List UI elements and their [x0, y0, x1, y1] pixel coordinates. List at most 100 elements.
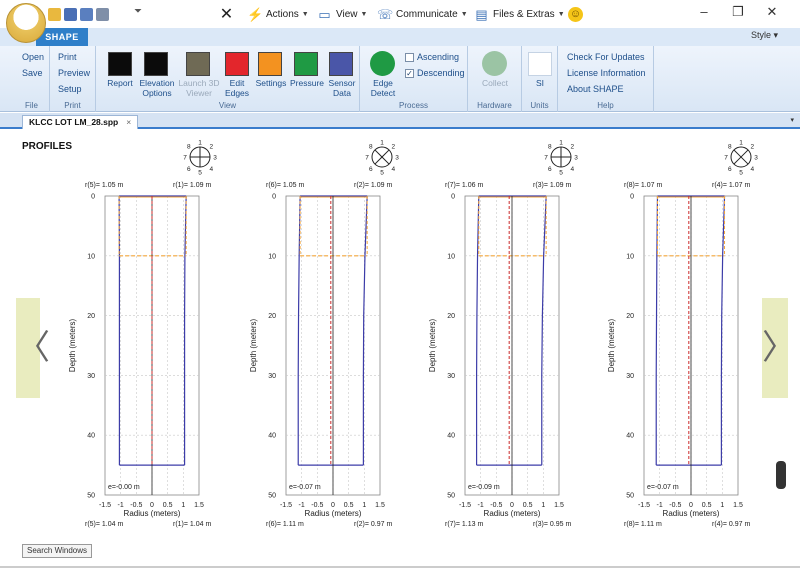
x-tick-label: 1.5	[375, 502, 385, 509]
settings-label: Settings	[255, 78, 287, 88]
group-process: Process	[360, 46, 468, 112]
profile-chart-3: -1.5 -1 -0.5 0 0.5 1 1.5 0 10 20 30 40 50 Radius (met…	[428, 140, 578, 529]
quick-access-toolbar	[48, 8, 109, 21]
pressure-button[interactable]	[294, 52, 318, 76]
bottom-right-radius-label: r(4)= 0.97 m	[712, 521, 750, 528]
y-tick-label: 40	[268, 433, 276, 440]
edge-detect-label: Edge Detect	[370, 78, 396, 98]
customize-qat-button[interactable]: ⏷	[134, 6, 142, 17]
x-tick-label: -1.5	[280, 502, 292, 509]
close-file-button[interactable]: ✕	[219, 4, 238, 24]
settings-button[interactable]	[258, 52, 282, 76]
elevation-options-button[interactable]	[144, 52, 168, 76]
group-help-label: Help	[597, 101, 614, 110]
phone-icon: ☏	[377, 6, 394, 22]
smiley-button[interactable]: ☺	[568, 4, 587, 24]
x-tick-label: -1	[118, 502, 124, 509]
y-tick-label: 40	[447, 433, 455, 440]
menu-view[interactable]: ▭ View ▼	[317, 4, 367, 24]
y-tick-label: 10	[447, 253, 455, 260]
minimize-button[interactable]: –	[700, 4, 708, 19]
menu-actions[interactable]: ⚡ Actions ▼	[247, 4, 309, 24]
compass-sensor-number: 8	[187, 143, 191, 150]
print-button[interactable]: Print	[58, 52, 77, 62]
collect-button[interactable]	[482, 51, 507, 76]
about-shape-link[interactable]: About SHAPE	[567, 84, 624, 94]
units-si-button[interactable]	[528, 52, 552, 76]
x-tick-label: -0.5	[490, 502, 502, 509]
pressure-label: Pressure	[289, 78, 324, 88]
license-information-link[interactable]: License Information	[567, 68, 646, 78]
descending-checkbox[interactable]: ✓	[405, 69, 414, 78]
sensor-data-button[interactable]	[329, 52, 353, 76]
x-tick-label: 1.5	[733, 502, 743, 509]
compass-sensor-number: 5	[380, 170, 384, 177]
smiley-icon: ☺	[568, 6, 583, 22]
compass-sensor-number: 5	[739, 170, 743, 177]
eccentricity-label: e=-0.07 m	[647, 484, 679, 491]
open-button[interactable]: Open	[22, 52, 45, 62]
right-wall-profile	[183, 195, 187, 466]
compass-sensor-number: 4	[209, 166, 213, 173]
compass-sensor-number: 3	[395, 155, 399, 162]
y-tick-label: 50	[447, 493, 455, 500]
previous-page-button[interactable]: 〈	[16, 298, 50, 398]
application-orb-button[interactable]	[6, 3, 46, 43]
document-tab[interactable]: KLCC LOT LM_28.spp ×	[22, 115, 139, 129]
style-menu[interactable]: Style ▾	[750, 30, 778, 40]
preview-button[interactable]: Preview	[58, 68, 91, 78]
compass-sensor-number: 2	[570, 143, 574, 150]
profile-chart-2: -1.5 -1 -0.5 0 0.5 1 1.5 0 10 20 30 40 50 Radius (met…	[249, 140, 399, 529]
group-file: File	[14, 46, 50, 112]
compass-sensor-number: 2	[391, 143, 395, 150]
report-button[interactable]	[108, 52, 132, 76]
search-windows-button[interactable]: Search Windows	[22, 544, 93, 558]
y-tick-label: 20	[447, 313, 455, 320]
edit-edges-button[interactable]	[225, 52, 249, 76]
print-icon[interactable]	[96, 8, 109, 21]
ribbon-tab-row	[0, 28, 800, 46]
files-icon: ▤	[475, 6, 488, 22]
ascending-checkbox[interactable]	[405, 53, 414, 62]
group-units: Units	[522, 46, 558, 112]
menu-view-label: View	[336, 8, 358, 20]
compass-sensor-number: 4	[570, 166, 574, 173]
next-page-button[interactable]: 〉	[762, 298, 796, 398]
y-tick-label: 20	[268, 313, 276, 320]
edge-detect-button[interactable]	[370, 51, 395, 76]
compass-sensor-number: 3	[213, 155, 217, 162]
compass-sensor-number: 6	[548, 166, 552, 173]
top-right-radius-label: r(3)= 1.09 m	[533, 182, 571, 189]
close-tab-icon[interactable]: ×	[126, 117, 132, 127]
compass-sensor-number: 4	[750, 166, 754, 173]
launch-3d-viewer-button[interactable]	[186, 52, 210, 76]
check-for-updates-link[interactable]: Check For Updates	[567, 52, 645, 62]
compass-sensor-number: 2	[209, 143, 213, 150]
scrollbar-thumb[interactable]	[776, 461, 786, 489]
setup-button[interactable]: Setup	[58, 84, 82, 94]
menu-files-extras[interactable]: ▤ Files & Extras ▼	[474, 4, 564, 24]
units-si-label: SI	[535, 78, 545, 88]
save-icon[interactable]	[64, 8, 77, 21]
window-close-button[interactable]: ✕	[766, 4, 778, 19]
y-tick-label: 40	[626, 433, 634, 440]
open-folder-icon[interactable]	[48, 8, 61, 21]
save-button[interactable]: Save	[22, 68, 43, 78]
x-tick-label: 0.5	[523, 502, 533, 509]
page-title: PROFILES	[22, 141, 73, 152]
compass-sensor-number: 8	[369, 143, 373, 150]
right-wall-profile	[720, 195, 726, 466]
report-icon[interactable]	[80, 8, 93, 21]
maximize-button[interactable]: ❐	[732, 4, 744, 19]
menu-communicate[interactable]: ☏ Communicate ▼	[377, 4, 468, 24]
tab-shape[interactable]: SHAPE	[36, 28, 88, 46]
group-file-label: File	[25, 101, 38, 110]
y-tick-label: 40	[87, 433, 95, 440]
tab-list-dropdown[interactable]: ▾	[790, 117, 794, 124]
x-axis-label: Radius (meters)	[484, 509, 541, 518]
x-tick-label: 0	[510, 502, 514, 509]
compass-sensor-number: 1	[380, 140, 384, 147]
compass-sensor-number: 1	[739, 140, 743, 147]
bottom-right-radius-label: r(1)= 1.04 m	[173, 521, 211, 528]
